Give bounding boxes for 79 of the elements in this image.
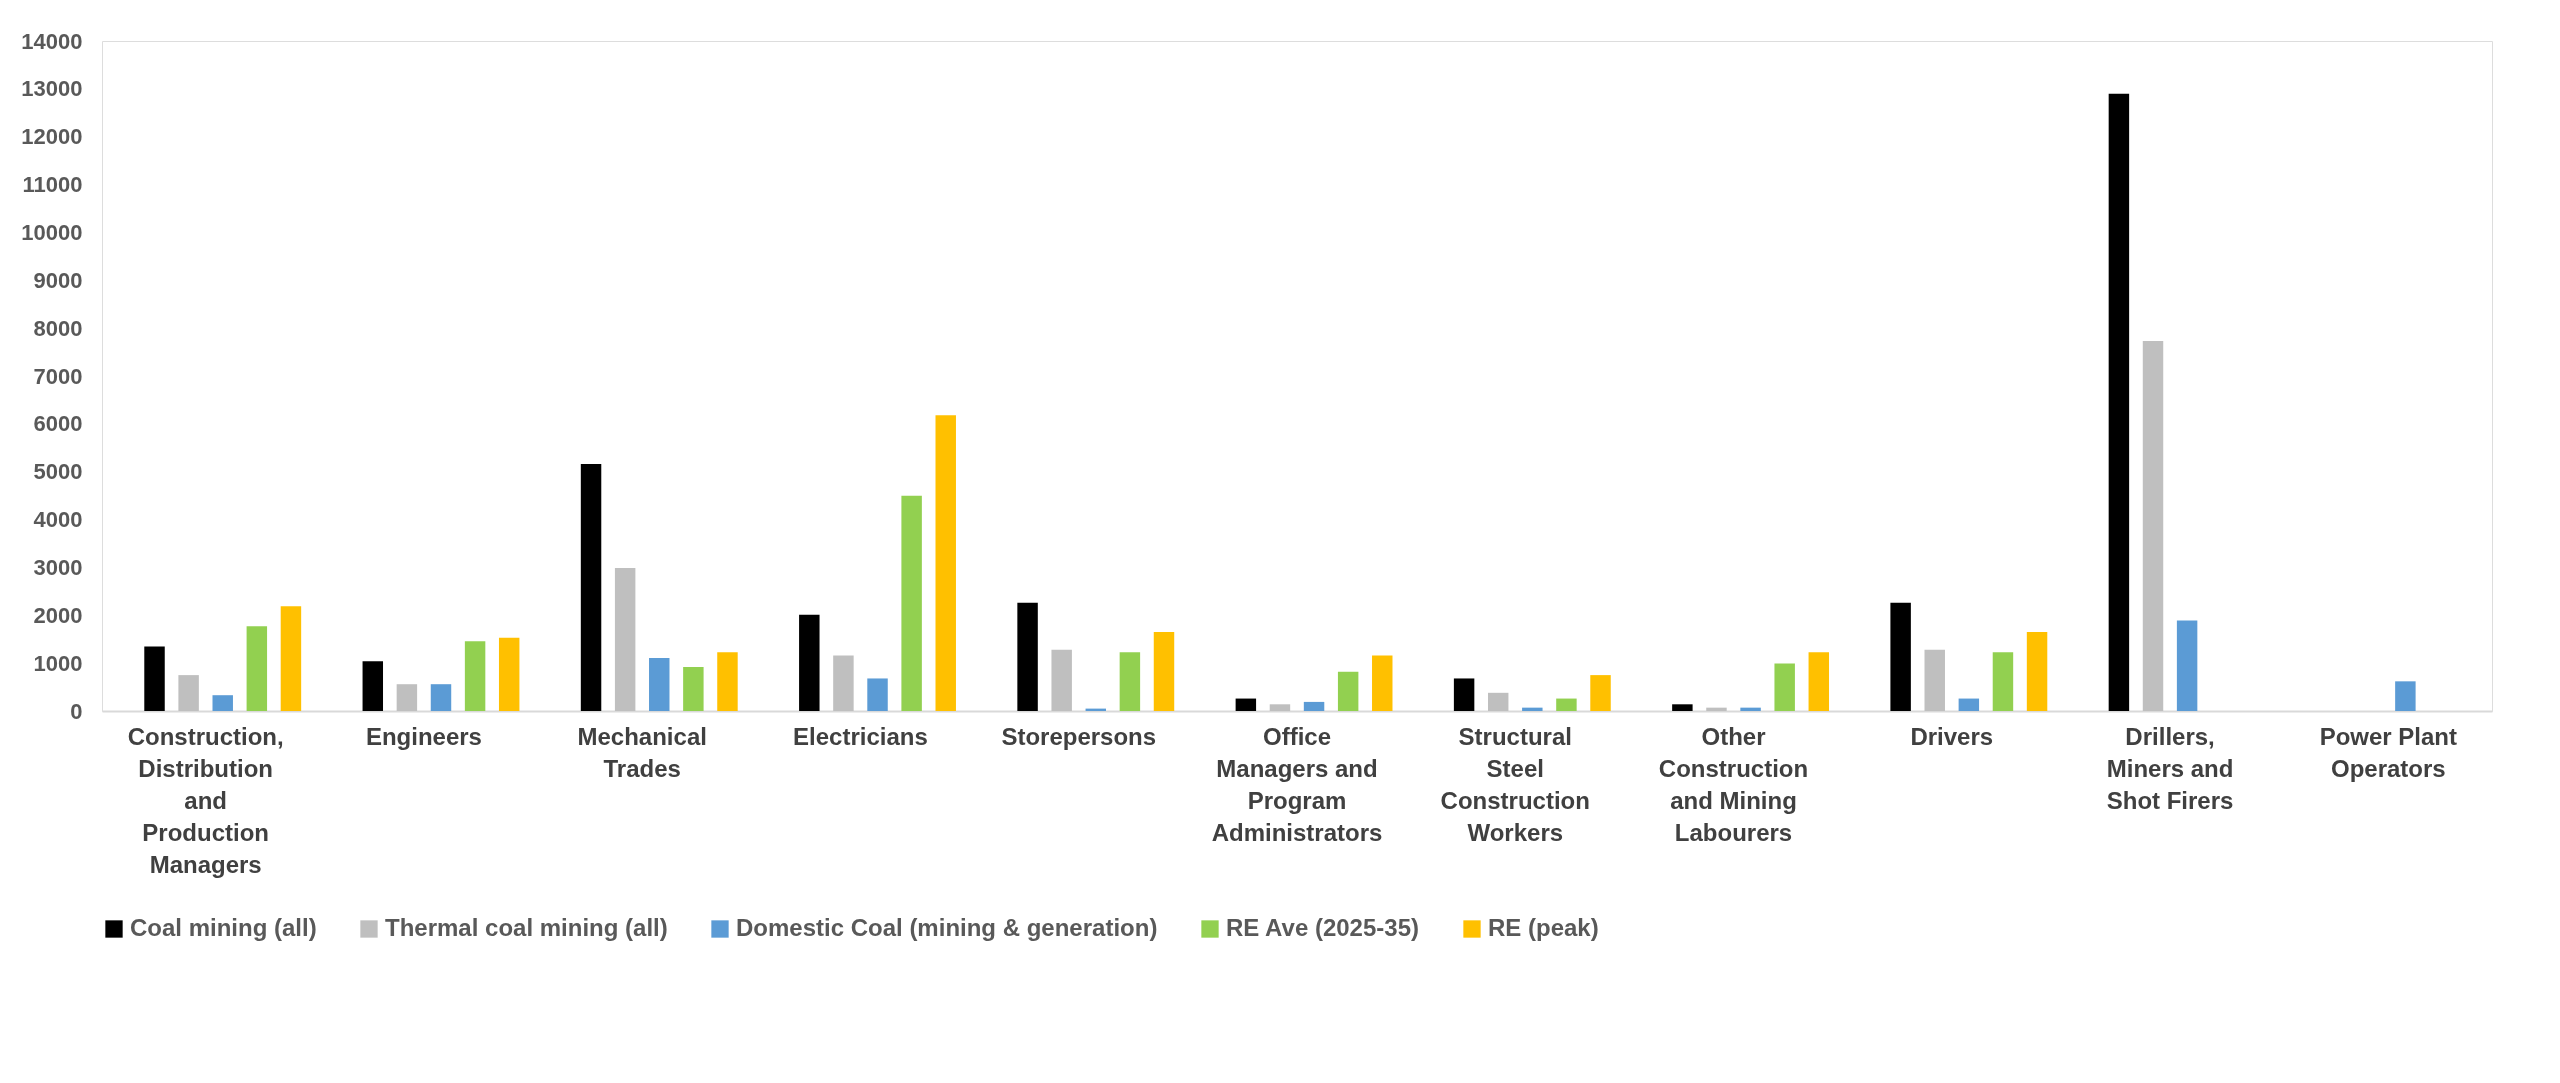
y-tick-label: 2000 (33, 602, 83, 628)
legend-label: RE Ave (2025-35) (1226, 914, 1419, 941)
y-tick-label: 8000 (33, 315, 83, 341)
bar (580, 464, 602, 711)
legend-label: Domestic Coal (mining & generation) (736, 914, 1158, 941)
legend-label: Thermal coal mining (all) (385, 914, 668, 941)
y-tick-label: 5000 (33, 459, 83, 485)
bar (2142, 341, 2164, 711)
bar (1487, 692, 1509, 711)
bar (212, 695, 233, 711)
x-tick-label: Engineers (365, 722, 482, 750)
x-tick-label: Drillers, Miners and Shot Firers (2106, 722, 2234, 814)
x-tick-label: Drivers (1910, 722, 1994, 750)
bar (464, 641, 486, 711)
bar (396, 684, 418, 711)
bar (2176, 620, 2198, 711)
x-tick-label: Construction, Distribution and Production Managers (127, 722, 284, 878)
bar (2395, 681, 2416, 711)
bar (430, 684, 452, 711)
bar (1740, 707, 1761, 711)
y-tick-label: 1000 (33, 650, 83, 676)
y-tick-label: 14000 (21, 28, 83, 54)
y-tick-label: 6000 (33, 411, 83, 437)
y-tick-label: 3000 (33, 554, 83, 580)
legend-label: RE (peak) (1488, 914, 1599, 941)
y-tick-label: 10000 (21, 219, 83, 245)
bar (649, 657, 670, 711)
bar (867, 678, 888, 711)
bar (1017, 602, 1038, 711)
legend-label: Coal mining (all) (130, 914, 317, 941)
bar (1992, 652, 2014, 711)
x-tick-label: Structural Steel Construction Workers (1440, 722, 1590, 846)
bar (1153, 632, 1175, 711)
bar (246, 626, 268, 711)
bar (1269, 704, 1291, 711)
x-tick-label: Electricians (793, 722, 928, 750)
bar (362, 661, 384, 711)
bar (1119, 652, 1141, 711)
bar (1808, 652, 1830, 711)
x-tick-label: Mechanical Trades (577, 722, 707, 782)
bar (799, 614, 820, 711)
bar (1890, 602, 1911, 711)
bar (2108, 93, 2130, 711)
bar (1303, 701, 1325, 711)
bar (935, 415, 956, 711)
bar (683, 666, 704, 711)
y-tick-label: 0 (70, 698, 83, 724)
y-tick-label: 9000 (33, 267, 83, 293)
x-tick-label: Office Managers and Program Administrators (1211, 722, 1383, 846)
bar (833, 655, 854, 711)
y-tick-label: 13000 (21, 76, 83, 102)
bar (178, 675, 199, 711)
bar (1672, 704, 1693, 711)
x-tick-label: Power Plant Operators (2319, 722, 2458, 782)
y-tick-label: 11000 (22, 172, 83, 198)
bar (1051, 649, 1072, 711)
y-tick-label: 12000 (21, 124, 83, 150)
bar (717, 652, 738, 711)
bar (2026, 632, 2048, 711)
bar (614, 567, 636, 711)
bar (498, 637, 520, 711)
bar (1453, 678, 1475, 711)
bar (1706, 707, 1727, 711)
bar (1522, 707, 1543, 711)
bar (280, 606, 302, 711)
x-tick-label: Storepersons (1001, 722, 1157, 750)
bar (1924, 649, 1945, 711)
y-tick-label: 4000 (33, 507, 83, 533)
bar (144, 646, 165, 711)
bar (901, 495, 922, 711)
bar (1337, 671, 1359, 711)
bar (1774, 663, 1795, 711)
x-tick-label: Other Construction and Mining Labourers (1658, 722, 1809, 846)
bar (1590, 675, 1611, 711)
bar (1372, 655, 1393, 711)
bar (1556, 698, 1577, 711)
bar (1958, 698, 1980, 711)
bar (1235, 698, 1257, 711)
y-tick-label: 7000 (33, 363, 83, 389)
